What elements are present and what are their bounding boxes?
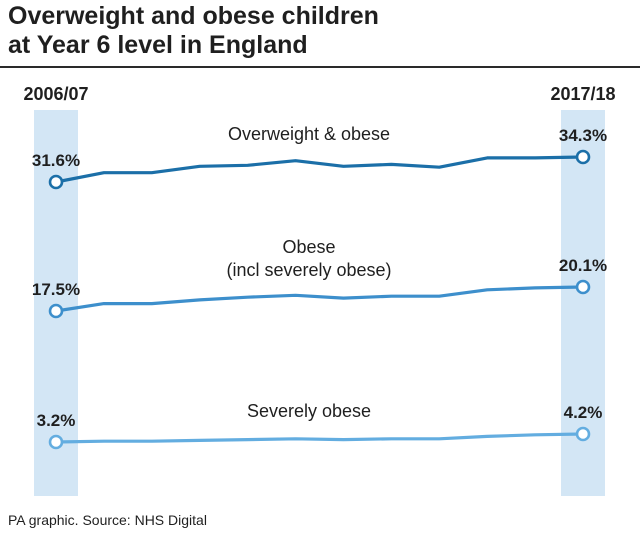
- series-0-name-label-0: Overweight & obese: [228, 124, 390, 144]
- series-1-marker-end: [575, 279, 591, 295]
- series-2-marker-start: [48, 434, 64, 450]
- year-highlight-band-start: [34, 110, 78, 496]
- series-1-marker-start: [48, 303, 64, 319]
- title-line-1: Overweight and obese children: [8, 2, 379, 30]
- series-0-marker-start: [48, 174, 64, 190]
- series-line-2: [55, 432, 584, 444]
- series-1-end-label: 20.1%: [559, 256, 607, 275]
- x-axis-label-0: 2006/07: [23, 84, 88, 104]
- title-line-2: at Year 6 level in England: [8, 31, 308, 59]
- chart-title: Overweight and obese children at Year 6 …: [8, 2, 628, 60]
- series-1-start-label: 17.5%: [32, 280, 80, 299]
- series-0-marker-end: [575, 149, 591, 165]
- series-2-marker-end: [575, 426, 591, 442]
- series-0-end-label: 34.3%: [559, 126, 607, 145]
- x-axis-label-1: 2017/18: [550, 84, 615, 104]
- series-1-name-label-1: (incl severely obese): [226, 260, 391, 280]
- series-line-0: [55, 155, 584, 184]
- series-0-start-label: 31.6%: [32, 151, 80, 170]
- series-2-start-label: 3.2%: [37, 411, 76, 430]
- series-1-name-label-0: Obese: [282, 237, 335, 257]
- series-2-end-label: 4.2%: [564, 403, 603, 422]
- series-2-name-label-0: Severely obese: [247, 401, 371, 421]
- series-line-1: [55, 285, 584, 313]
- title-divider: [0, 66, 640, 68]
- line-chart: 2006/07 2017/18 31.6% 34.3% Overweight & obe…: [23, 84, 616, 496]
- source-note: PA graphic. Source: NHS Digital: [8, 512, 207, 528]
